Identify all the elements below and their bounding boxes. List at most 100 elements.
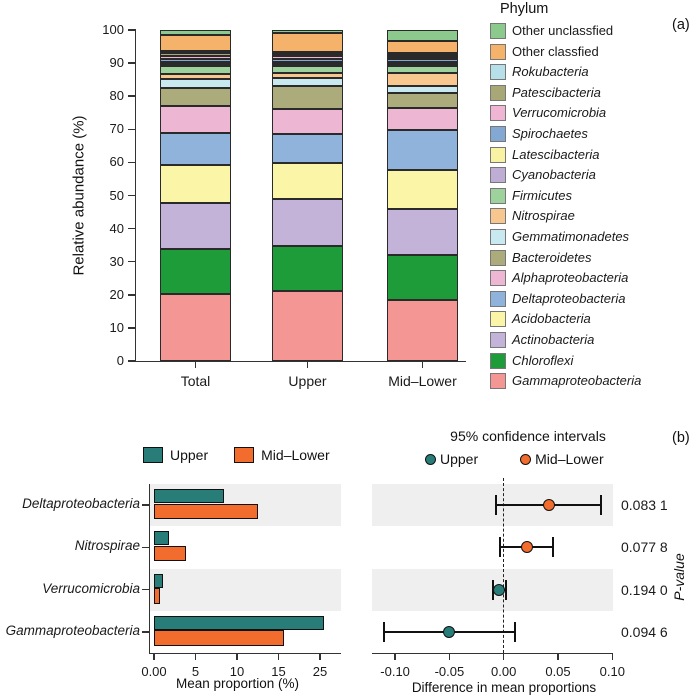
stack-segment-actinobacteria	[272, 199, 343, 246]
stack-segment-chloroflexi	[387, 255, 458, 301]
y-axis-title-text: Relative abundance (%)	[70, 115, 88, 276]
upper-legend-label: Upper	[170, 447, 209, 463]
stack-segment-deltaproteobacteria	[387, 129, 458, 170]
mid-lower-ci-legend-dot	[520, 453, 532, 465]
stack-segment-nitrospirae	[160, 74, 231, 80]
stack-segment-spirochaetes	[272, 59, 343, 62]
x-tick-label: 0.00	[491, 664, 517, 679]
stack-segment-firmicutes	[160, 66, 231, 75]
y-tick-label: 70	[109, 121, 124, 137]
x-tick-label: 0.00	[141, 664, 167, 679]
ci-plot-title: 95% confidence intervals	[450, 428, 606, 444]
stack-segment-deltaproteobacteria	[272, 134, 343, 163]
x-tick	[153, 653, 155, 660]
legend-label: Firmicutes	[512, 187, 572, 203]
ci-dot	[443, 625, 456, 638]
stack-segment-other-classfied	[387, 40, 458, 53]
y-tick	[128, 128, 136, 131]
upper-ci-legend-label: Upper	[440, 451, 479, 467]
legend-label: Patescibacteria	[512, 84, 601, 100]
x-tick	[394, 653, 396, 660]
y-tick	[128, 227, 136, 230]
x-tick-label: 5	[191, 664, 200, 679]
x-tick	[611, 653, 614, 660]
legend-label: Gammaproteobacteria	[512, 373, 642, 389]
mean-proportion-axis-title: Mean proportion (%)	[175, 676, 300, 691]
legend-swatch-deltaproteobacteria	[490, 290, 506, 307]
stacked-bar-plot: 0 10 20 30 40 50 60 70 80 90 100 Total Upper Mid–Lowe…	[102, 22, 466, 389]
stack-segment-latescibacteria	[160, 61, 231, 64]
ci-cap-high	[513, 621, 516, 642]
legend-swatch-alphaproteobacteria	[490, 270, 506, 287]
stack-segment-other-classfied	[272, 33, 343, 52]
legend-label: Latescibacteria	[512, 146, 600, 162]
legend-label: Verrucomicrobia	[512, 105, 607, 121]
stack-segment-alphaproteobacteria	[387, 108, 458, 130]
legend-label: Other unclassfied	[512, 23, 614, 38]
legend-title: Phylum	[500, 1, 549, 17]
bar-upper	[154, 615, 325, 630]
stack-segment-cyanobacteria	[160, 63, 231, 67]
y-tick	[128, 260, 136, 263]
stack-segment-actinobacteria	[160, 203, 231, 249]
x-tick	[277, 653, 280, 660]
stack-segment-acidobacteria	[272, 162, 343, 200]
legend-swatch-gemmatimonadetes	[490, 229, 506, 245]
y-tick-label: 100	[102, 22, 124, 37]
legend-swatch-cyanobacteria	[490, 167, 506, 184]
legend-label: Spirochaetes	[512, 126, 588, 141]
x-tick	[306, 361, 309, 368]
legend-swatch-actinobacteria	[490, 332, 506, 348]
confidence-interval-plot: 0.083 1 0.077 8 0.194 0 0.094 6 -0.10 -0.05 0.…	[372, 478, 668, 679]
upper-legend-swatch	[143, 447, 163, 463]
legend-swatch-verrucomicrobia	[490, 105, 506, 122]
legend-swatch-chloroflexi	[490, 352, 506, 369]
mid-lower-legend-label: Mid–Lower	[261, 447, 330, 463]
legend-swatch-other-classfied	[490, 43, 506, 60]
row-stripe	[150, 568, 341, 611]
y-tick	[128, 62, 136, 64]
legend-swatch-rokubacteria	[490, 64, 506, 81]
stack-segment-bacteroidetes	[387, 93, 458, 109]
stack-segment-other-unclassfied	[160, 30, 231, 36]
p-value-axis-title: P-value	[671, 553, 687, 601]
stack-segment-gammaproteobacteria	[272, 291, 343, 361]
legend-swatch-spirochaetes	[490, 126, 506, 142]
stack-segment-verrucomicrobia	[160, 56, 231, 59]
x-tick-label: -0.05	[434, 664, 465, 679]
category-label: Mid–Lower	[388, 373, 457, 389]
legend-swatch-nitrospirae	[490, 208, 506, 225]
stack-segment-alphaproteobacteria	[160, 106, 231, 133]
stack-segment-bacteroidetes	[272, 86, 343, 110]
y-tick-label: 90	[109, 55, 124, 71]
y-tick	[128, 161, 136, 164]
ci-dot	[493, 583, 506, 596]
legend-swatch-other-unclassfied	[490, 23, 506, 39]
ci-cap-low	[491, 579, 494, 600]
stack-segment-rokubacteria	[272, 51, 343, 54]
category-label: Total	[180, 373, 211, 389]
stack-segment-other-unclassfied	[387, 30, 458, 41]
x-tick	[448, 653, 451, 660]
stack-segment-cyanobacteria	[272, 63, 343, 66]
y-tick	[128, 95, 136, 97]
x-tick	[236, 653, 238, 660]
row-tick	[142, 546, 150, 549]
stack-segment-firmicutes	[387, 65, 458, 74]
panel-a-tag: (a)	[672, 17, 690, 33]
y-tick-label: 60	[109, 154, 124, 170]
row-tick	[142, 588, 150, 591]
stack-segment-alphaproteobacteria	[272, 109, 343, 135]
y-tick-label: 30	[109, 253, 124, 269]
legend-label: Rokubacteria	[512, 64, 589, 80]
row-tick	[142, 504, 150, 506]
legend-swatch-firmicutes	[490, 187, 506, 204]
stack-segment-spirochaetes	[160, 58, 231, 62]
y-tick	[128, 294, 136, 296]
x-tick	[557, 653, 559, 660]
stack-segment-nitrospirae	[387, 73, 458, 87]
stack-segment-verrucomicrobia	[387, 56, 458, 60]
difference-axis-title: Difference in mean proportions	[411, 680, 597, 695]
legend-label: Deltaproteobacteria	[512, 290, 626, 306]
bar-mid-lower	[154, 630, 284, 646]
